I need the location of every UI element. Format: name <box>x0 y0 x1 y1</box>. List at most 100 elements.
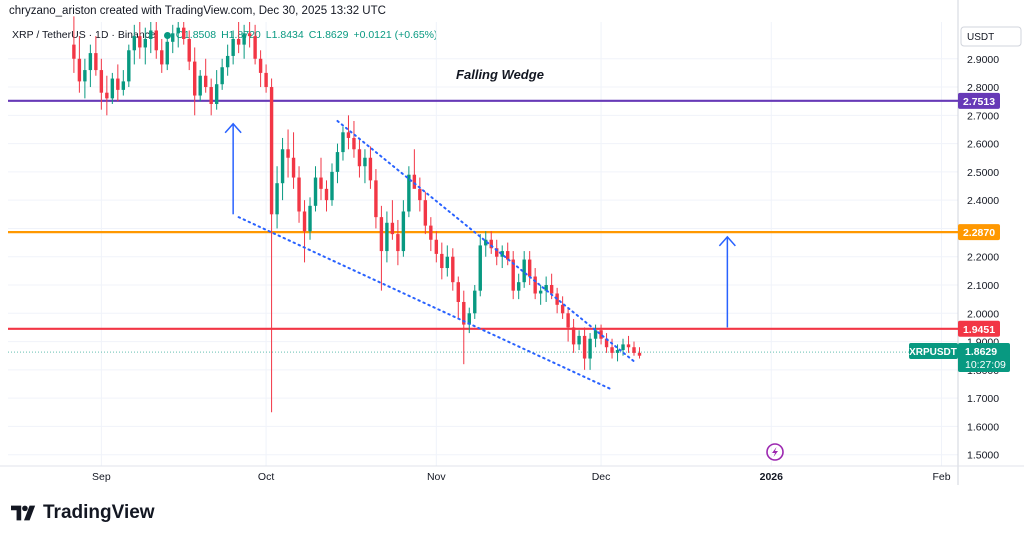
candle-body <box>258 58 263 73</box>
price-tick-label: 2.0000 <box>967 308 999 320</box>
candle-body <box>396 234 400 252</box>
legend-high: H1.8720 <box>221 29 261 41</box>
price-tick-label: 1.5000 <box>967 450 999 462</box>
candle-body <box>451 256 455 283</box>
current-symbol-tag <box>909 343 958 360</box>
candle-body <box>231 38 235 56</box>
candles <box>72 16 642 413</box>
candle-body <box>544 285 548 291</box>
level-price-tag <box>958 320 1000 337</box>
candle-body <box>511 259 515 291</box>
candle-body <box>500 251 504 257</box>
candle-body <box>198 75 202 96</box>
candle-body <box>571 327 576 345</box>
candle-body <box>275 183 279 215</box>
candle-body <box>357 149 362 167</box>
candle-body <box>121 81 126 90</box>
candle-body <box>407 174 411 212</box>
price-tick-label: 2.5000 <box>967 167 999 179</box>
candle-body <box>434 239 439 254</box>
candle-body <box>154 30 158 51</box>
candle-body <box>533 276 537 294</box>
time-tick-label: Feb <box>932 471 950 483</box>
candle-body <box>626 344 631 348</box>
candle-body <box>220 67 224 85</box>
level-price-tag <box>958 92 1000 109</box>
candle-body <box>582 335 587 359</box>
candle-body <box>516 282 521 291</box>
candle-body <box>225 55 230 68</box>
time-tick-label: 2026 <box>760 471 784 483</box>
chart-title: Falling Wedge <box>456 67 544 82</box>
candle-body <box>264 72 268 88</box>
countdown-label: 10:27:09 <box>965 359 1006 371</box>
level-price-label: 2.7513 <box>963 96 995 108</box>
candle-body <box>165 41 169 65</box>
candle-body <box>445 256 450 269</box>
candle-body <box>390 222 395 235</box>
candle-body <box>209 87 213 105</box>
current-price-tag <box>958 343 1010 373</box>
candle-body <box>83 70 87 82</box>
time-tick-label: Oct <box>258 471 274 483</box>
price-tick-label: 2.6000 <box>967 139 999 151</box>
candle-body <box>621 344 625 351</box>
candle-body <box>549 285 554 294</box>
candle-body <box>176 27 180 34</box>
level-price-tag <box>958 224 1000 241</box>
candle-body <box>182 27 186 39</box>
candle-body <box>588 338 592 359</box>
candle-body <box>478 245 482 291</box>
candle-body <box>132 36 137 51</box>
candle-body <box>604 338 609 348</box>
arrow-head <box>224 122 242 134</box>
level-price-label: 1.9451 <box>963 324 995 336</box>
candle-body <box>637 352 642 356</box>
candle-body <box>632 347 636 353</box>
candle-body <box>506 251 510 260</box>
candle-body <box>456 282 460 302</box>
falling-wedge-lines <box>237 119 636 391</box>
legend-change: +0.0121 (+0.65%) <box>353 29 438 41</box>
candle-body <box>374 180 378 218</box>
candle-body <box>566 313 570 328</box>
candle-body <box>286 149 290 158</box>
candle-body <box>385 222 389 252</box>
currency-label: USDT <box>967 32 994 43</box>
candle-body <box>77 58 82 82</box>
author-credit: chryzano_ariston created with TradingVie… <box>9 5 386 17</box>
candle-body <box>560 304 565 314</box>
candle-body <box>160 50 164 65</box>
price-tick-label: 2.8000 <box>967 82 999 94</box>
candle-body <box>473 290 477 314</box>
candle-body <box>94 53 98 71</box>
candle-body <box>467 313 471 325</box>
candle-body <box>313 177 318 206</box>
candle-body <box>253 36 257 59</box>
price-tick-label: 1.6000 <box>967 421 999 433</box>
candle-body <box>346 132 351 138</box>
candle-body <box>379 217 384 252</box>
time-tick-label: Nov <box>427 471 446 483</box>
candle-body <box>440 253 444 269</box>
candle-body <box>105 92 109 99</box>
tradingview-logo[interactable]: TradingView <box>11 502 155 524</box>
currency-box <box>960 26 1022 47</box>
candle-body <box>236 38 241 45</box>
candle-body <box>308 205 312 232</box>
candle-body <box>368 157 373 181</box>
legend-open: O1.8508 <box>175 29 217 41</box>
candle-body <box>149 30 153 39</box>
legend-symbol[interactable]: XRP / TetherUS · 1D · Binance <box>12 29 156 41</box>
candle-body <box>203 75 208 88</box>
current-symbol-label: XRPUSDT <box>909 347 957 358</box>
wedge-line <box>237 216 614 391</box>
candle-body <box>610 347 614 353</box>
price-tick-label: 2.1000 <box>967 280 999 292</box>
candle-body <box>527 259 532 277</box>
candle-body <box>171 33 175 42</box>
candle-body <box>319 177 323 189</box>
candle-body <box>418 188 422 201</box>
